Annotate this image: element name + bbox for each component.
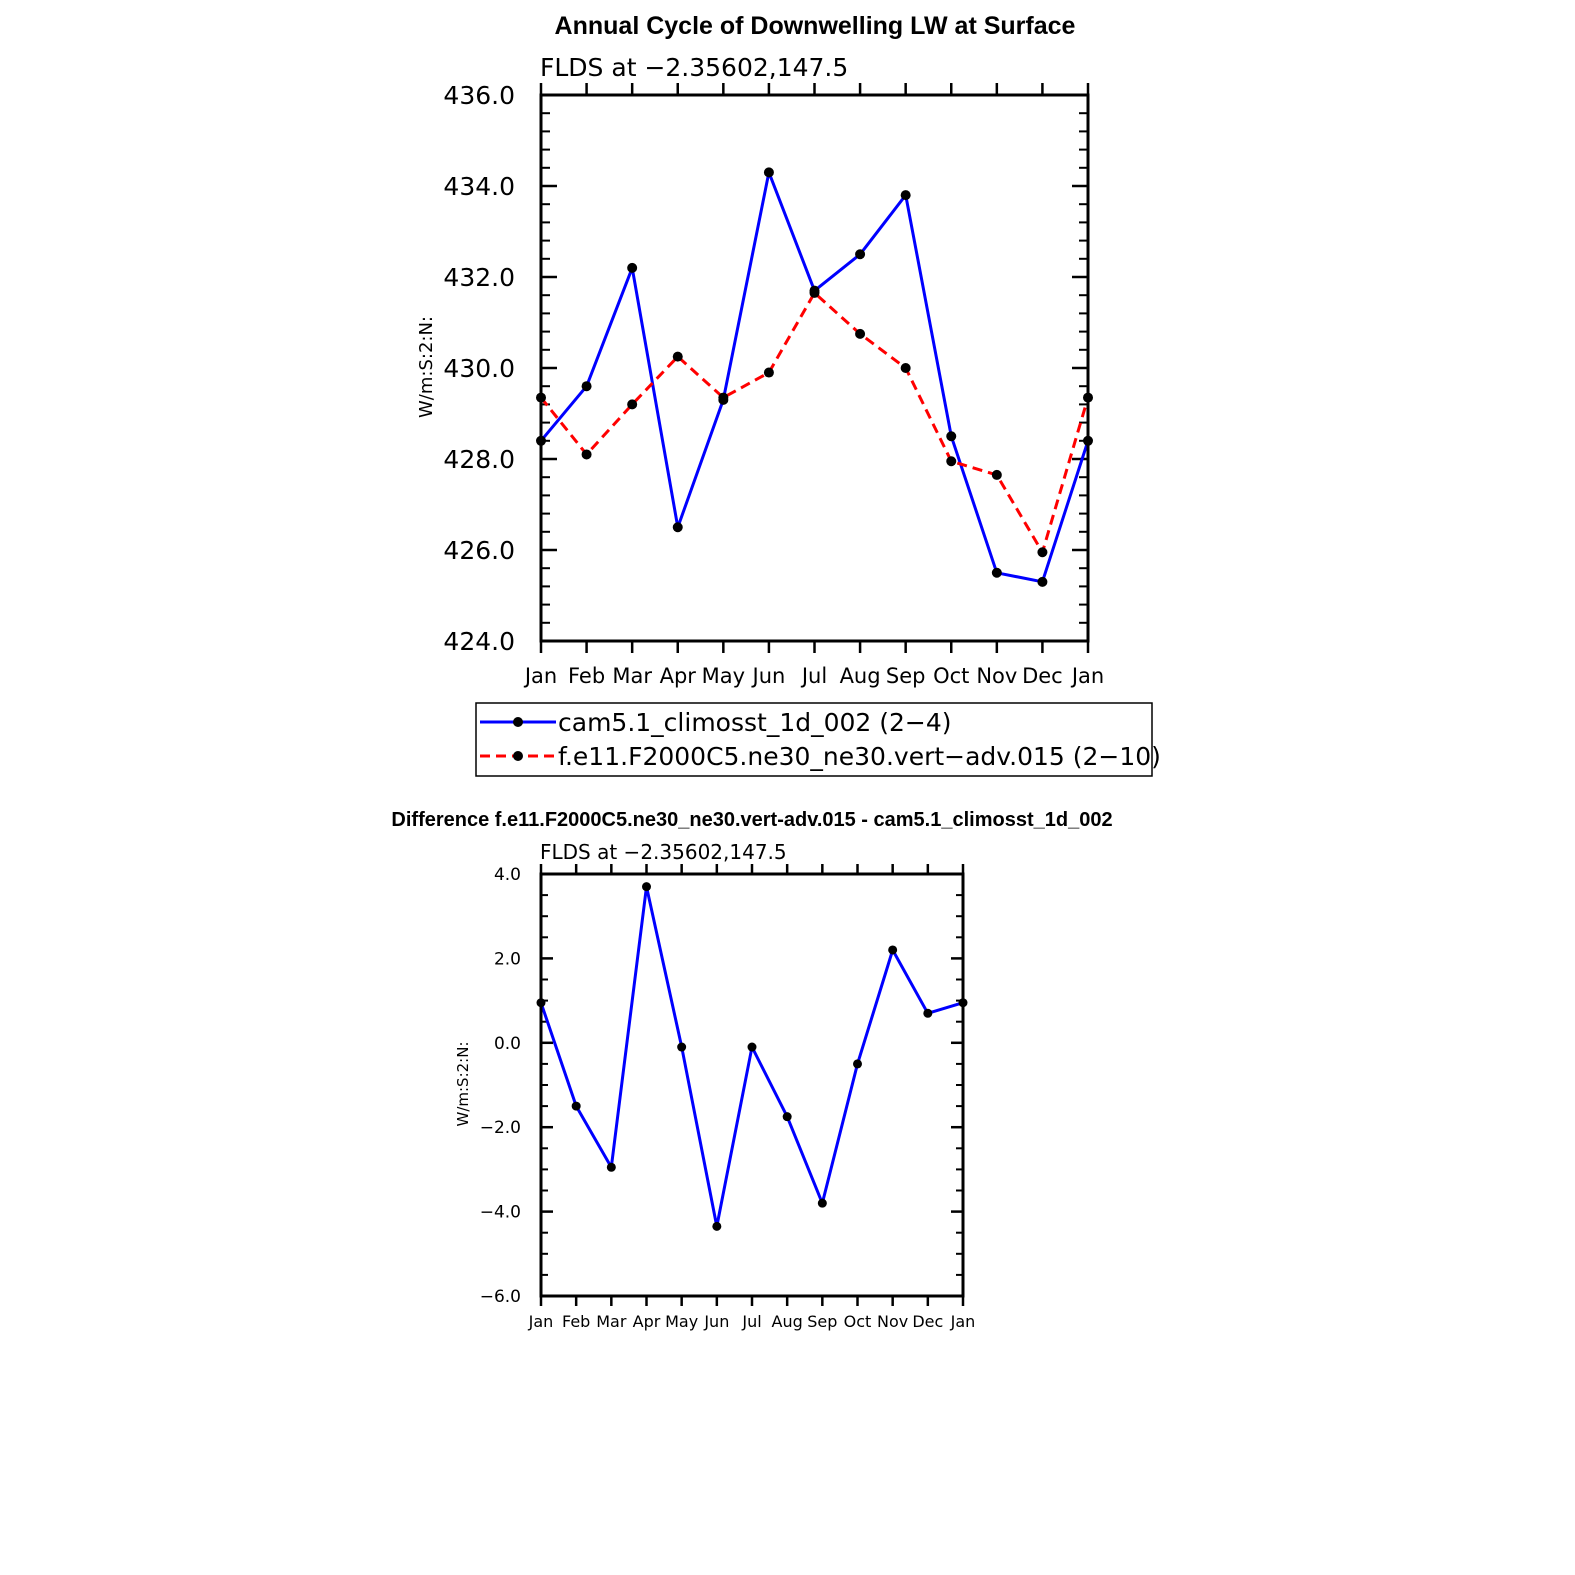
series-1-point (712, 1221, 722, 1231)
y-tick-label: 428.0 (443, 445, 515, 474)
chart1-plot-frame (539, 93, 1090, 643)
x-tick-label: Sep (886, 664, 926, 688)
series-2-point (672, 351, 683, 362)
series-1-point (991, 567, 1002, 578)
series-1-point (672, 522, 683, 533)
series-1-point (677, 1042, 687, 1052)
x-tick-label: Jan (950, 1312, 976, 1331)
x-tick-label: Sep (807, 1312, 837, 1331)
series-1-point (627, 262, 638, 273)
x-tick-label: Jun (703, 1312, 729, 1331)
x-tick-label: Jan (523, 664, 557, 688)
series-line-1 (539, 885, 964, 1228)
x-tick-label: Jan (528, 1312, 554, 1331)
chart2-subtitle: FLDS at −2.35602,147.5 (540, 840, 787, 864)
series-1-point (1037, 576, 1048, 587)
series-1-point (853, 1059, 862, 1069)
x-tick-label: Feb (562, 1312, 590, 1331)
chart1-y-axis-label: W/m:S:2:N: (416, 316, 437, 418)
y-tick-label: 4.0 (494, 865, 521, 885)
chart2-series (536, 882, 968, 1231)
series-1-point (900, 190, 911, 201)
x-tick-label: Apr (660, 664, 697, 688)
chart2-y-tick-labels: −6.0 −4.0 −2.0 0.0 2.0 4.0 (480, 865, 521, 1307)
legend-box (475, 702, 1153, 777)
series-2-point (809, 287, 820, 298)
y-tick-label: 2.0 (494, 949, 521, 969)
y-tick-label: 424.0 (443, 627, 515, 656)
legend-marker-series-1 (513, 717, 523, 727)
series-2-point (718, 392, 729, 403)
y-tick-label: −6.0 (480, 1287, 521, 1307)
y-tick-label: −4.0 (480, 1203, 521, 1223)
series-1-point (782, 1112, 792, 1122)
series-2-point (946, 456, 957, 467)
series-1-point (888, 945, 898, 955)
series-2-point (627, 399, 638, 410)
chart2-plot-frame (539, 872, 965, 1298)
y-tick-label: 0.0 (494, 1034, 521, 1054)
x-tick-label: Feb (568, 664, 605, 688)
series-2-point (763, 367, 774, 378)
legend-label-series-2: f.e11.F2000C5.ne30_ne30.vert−adv.015 (2−… (558, 742, 1161, 771)
x-tick-label: Mar (612, 664, 652, 688)
series-1-point (946, 431, 957, 442)
series-1-point (763, 167, 774, 178)
chart2-title: Difference f.e11.F2000C5.ne30_ne30.vert-… (391, 809, 1112, 831)
x-tick-label: Aug (772, 1312, 803, 1331)
y-tick-label: 432.0 (443, 263, 515, 292)
chart2-ticks (539, 864, 965, 1306)
y-tick-label: 436.0 (443, 81, 515, 110)
x-tick-label: Nov (976, 664, 1017, 688)
x-tick-label: Aug (840, 664, 881, 688)
series-line-2 (539, 291, 1090, 554)
x-tick-label: Oct (844, 1312, 872, 1331)
series-2-point (900, 363, 911, 373)
series-2-point (581, 449, 592, 460)
x-tick-label: Jul (800, 664, 827, 688)
x-tick-label: Jan (1070, 664, 1104, 688)
series-2-point (1037, 547, 1048, 558)
series-1-point (571, 1101, 581, 1111)
y-tick-label: −2.0 (480, 1118, 521, 1138)
x-tick-label: Oct (933, 664, 969, 688)
x-tick-label: Jul (741, 1312, 761, 1331)
legend-marker-series-2 (513, 751, 523, 761)
chart1-title: Annual Cycle of Downwelling LW at Surfac… (555, 12, 1076, 40)
y-tick-label: 430.0 (443, 354, 515, 383)
y-tick-label: 434.0 (443, 172, 515, 201)
x-tick-label: Dec (912, 1312, 943, 1331)
x-tick-label: Jun (751, 664, 786, 688)
chart1-x-tick-labels: Jan Feb Mar Apr May Jun Jul Aug Sep Oct Nov Dec Jan (523, 664, 1104, 688)
series-1-point (923, 1008, 933, 1018)
x-tick-label: Apr (633, 1312, 661, 1331)
x-tick-label: May (665, 1312, 698, 1331)
legend-label-series-1: cam5.1_climosst_1d_002 (2−4) (558, 708, 952, 737)
series-1-point (642, 882, 651, 892)
x-tick-label: Dec (1022, 664, 1063, 688)
series-line-1 (539, 170, 1090, 584)
chart1-legend: cam5.1_climosst_1d_002 (2−4) f.e11.F2000… (475, 702, 1161, 777)
chart1-series (536, 167, 1093, 587)
difference-chart: Difference f.e11.F2000C5.ne30_ne30.vert-… (391, 809, 1112, 1331)
x-tick-label: Nov (877, 1312, 908, 1331)
y-tick-label: 426.0 (443, 536, 515, 565)
annual-cycle-chart: Annual Cycle of Downwelling LW at Surfac… (416, 12, 1161, 777)
series-1-point (606, 1162, 616, 1172)
series-1-point (855, 249, 866, 260)
chart1-subtitle: FLDS at −2.35602,147.5 (540, 53, 848, 82)
x-tick-label: Mar (596, 1312, 627, 1331)
series-2-point (991, 469, 1002, 480)
series-1-point (581, 381, 592, 392)
x-tick-label: May (702, 664, 745, 688)
chart1-y-tick-labels: 424.0 426.0 428.0 430.0 432.0 434.0 436.0 (443, 81, 515, 656)
series-2-point (855, 328, 866, 339)
series-1-point (747, 1042, 757, 1052)
chart1-ticks (539, 83, 1090, 653)
chart2-x-tick-labels: Jan Feb Mar Apr May Jun Jul Aug Sep Oct Nov Dec Jan (528, 1312, 976, 1331)
series-1-point (817, 1198, 827, 1208)
chart2-y-axis-label: W/m:S:2:N: (454, 1042, 472, 1127)
